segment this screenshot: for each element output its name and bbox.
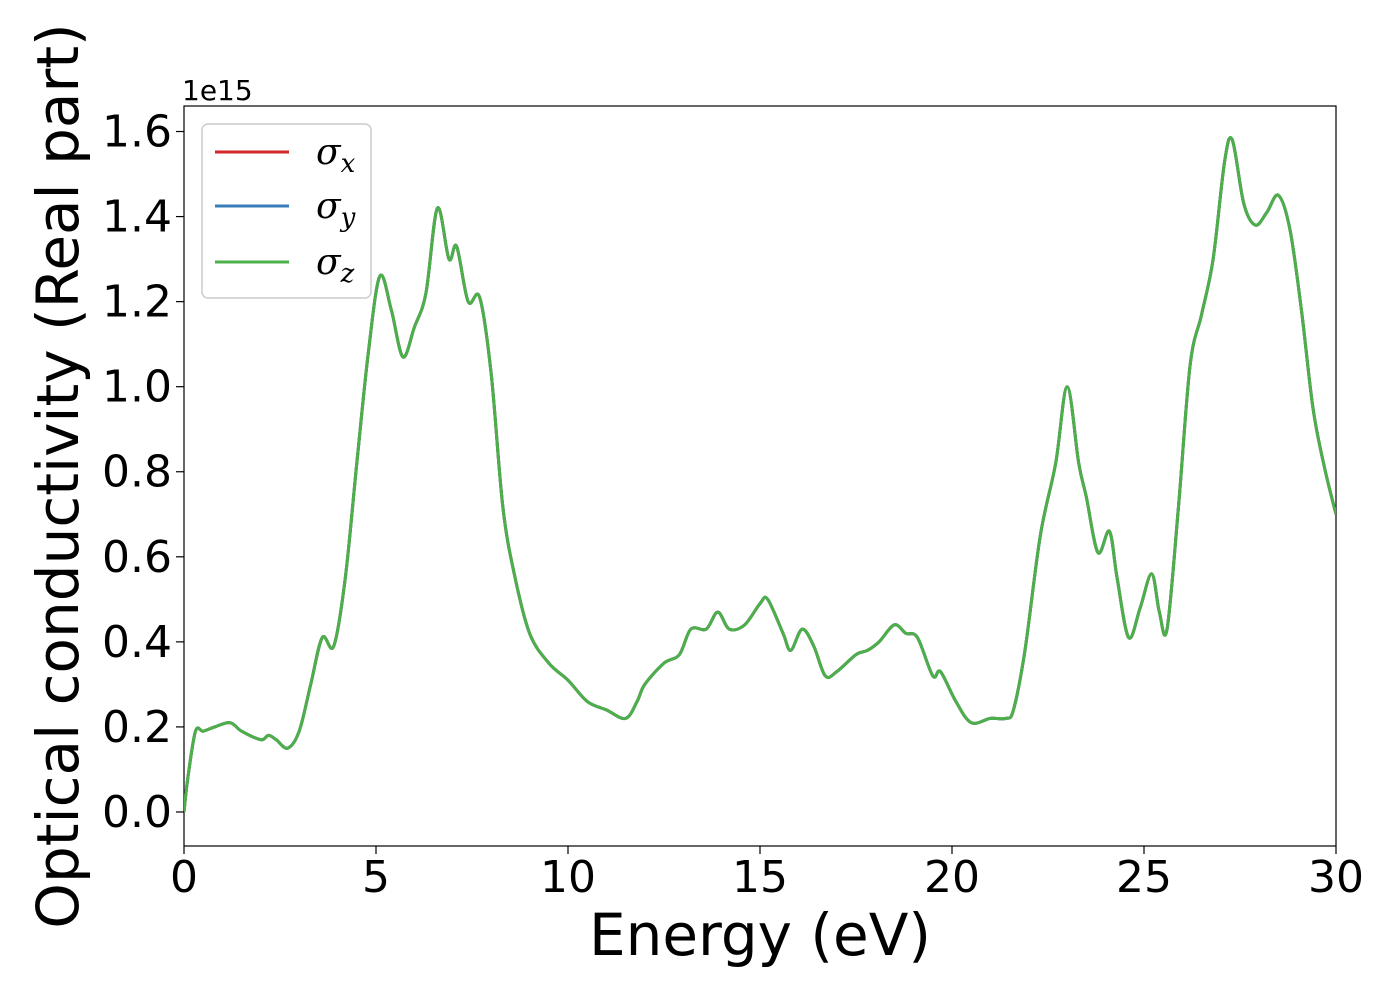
series-layer (184, 136, 1336, 813)
y-axis-ticks: 0.0 0.2 0.4 0.6 0.8 1.0 1.2 1.4 1.6 (102, 107, 184, 838)
legend-label: σy (316, 186, 356, 233)
y-tick-label: 1.6 (102, 107, 172, 158)
x-tick-label: 15 (732, 852, 788, 903)
series-sigma-z-line (184, 136, 1336, 813)
y-tick-label: 0.8 (102, 447, 172, 498)
y-tick-label: 0.6 (102, 532, 172, 583)
y-axis-title: Optical conductivity (Real part) (24, 23, 92, 928)
x-tick-label: 20 (924, 852, 980, 903)
plot-frame (183, 105, 1337, 847)
x-tick-label: 10 (540, 852, 596, 903)
legend: σx σy σz (201, 123, 372, 299)
y-tick-label: 0.0 (102, 787, 172, 838)
legend-items: σx σy σz (215, 132, 356, 289)
plot-area (183, 105, 1337, 847)
x-tick-label: 30 (1308, 852, 1364, 903)
legend-box (201, 123, 372, 299)
y-tick-label: 1.2 (102, 277, 172, 328)
x-axis-ticks: 0 5 10 15 20 25 30 (170, 846, 1364, 903)
legend-label: σx (316, 132, 356, 179)
legend-label: σz (316, 242, 355, 289)
x-tick-label: 25 (1116, 852, 1172, 903)
y-tick-label: 1.0 (102, 362, 172, 413)
x-tick-label: 0 (170, 852, 198, 903)
y-tick-label: 1.4 (102, 192, 172, 243)
x-axis-title: Energy (eV) (589, 901, 931, 969)
y-tick-label: 0.2 (102, 702, 172, 753)
x-tick-label: 5 (362, 852, 390, 903)
y-offset-label: 1e15 (182, 74, 253, 107)
y-tick-label: 0.4 (102, 617, 172, 668)
